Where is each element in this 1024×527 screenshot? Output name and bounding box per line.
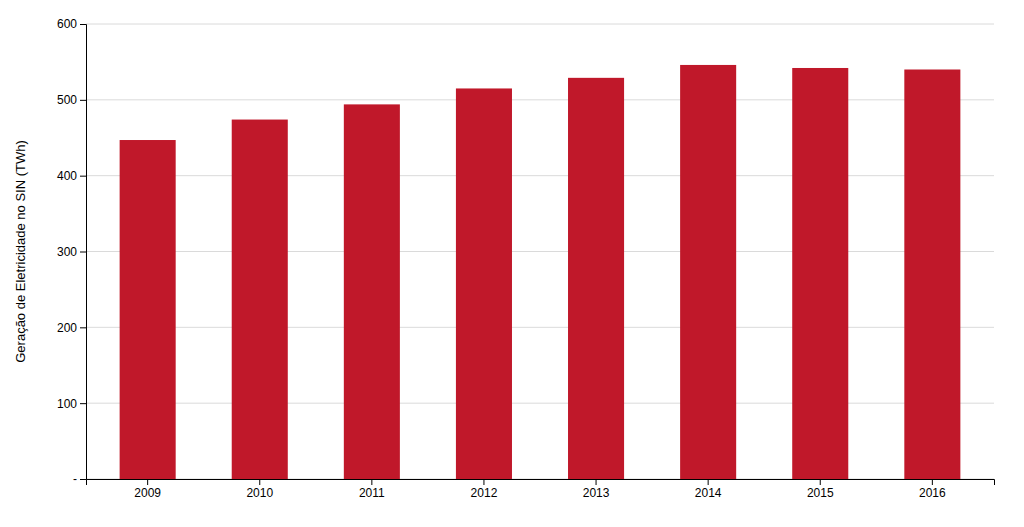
x-tick-mark [147, 479, 148, 485]
y-axis: - 100 200 300 400 500 600 [57, 17, 87, 486]
grid [86, 24, 994, 479]
x-tick: 2009 [134, 479, 161, 500]
bar [120, 140, 176, 479]
grid-line [86, 327, 994, 328]
grid-line [86, 403, 994, 404]
y-axis-title: Geração de Eletricidade no SIN (TWh) [13, 140, 28, 363]
y-tick-label: 400 [57, 169, 77, 183]
y-tick-mark [80, 252, 86, 253]
y-tick-mark [80, 100, 86, 101]
y-tick-label: 500 [57, 93, 77, 107]
x-tick: 2016 [919, 479, 946, 500]
x-tick: 2013 [583, 479, 610, 500]
bar [904, 70, 960, 480]
y-tick: 300 [57, 245, 86, 259]
y-tick-label: 100 [57, 397, 77, 411]
y-tick-mark [80, 403, 86, 404]
x-tick: 2011 [359, 479, 385, 500]
x-tick-label: 2013 [583, 486, 610, 500]
y-tick-label: 200 [57, 321, 77, 335]
x-tick-label: 2011 [359, 486, 385, 500]
x-axis: 2009 2010 2011 2012 2013 2014 2015 2016 [87, 479, 995, 500]
x-tick-label: 2012 [471, 486, 498, 500]
grid-line [86, 24, 994, 25]
bar [568, 78, 624, 479]
x-tick-mark [820, 479, 821, 485]
y-tick-mark [80, 176, 86, 177]
y-tick-label: 300 [57, 245, 77, 259]
bars [120, 65, 961, 479]
x-tick-label: 2016 [919, 486, 946, 500]
x-tick-mark [596, 479, 597, 485]
y-tick-mark [80, 479, 86, 480]
x-tick: 2015 [807, 479, 834, 500]
x-axis-line [87, 480, 995, 486]
x-tick: 2012 [471, 479, 498, 500]
y-tick-mark [80, 327, 86, 328]
x-tick: 2014 [695, 479, 722, 500]
grid-line [86, 251, 994, 252]
x-tick-label: 2010 [246, 486, 273, 500]
y-tick: 500 [57, 93, 86, 107]
x-tick-label: 2009 [134, 486, 161, 500]
y-axis-line [80, 25, 87, 480]
grid-line [86, 99, 994, 100]
bar [680, 65, 736, 479]
y-tick-label: 600 [57, 17, 77, 31]
x-tick-label: 2015 [807, 486, 834, 500]
x-tick-mark [483, 479, 484, 485]
y-tick-mark [80, 24, 86, 25]
x-tick-mark [371, 479, 372, 485]
bar [232, 120, 288, 479]
x-tick-mark [259, 479, 260, 485]
y-tick: 100 [57, 397, 86, 411]
y-tick: - [73, 472, 86, 486]
bar [792, 68, 848, 479]
x-tick-mark [932, 479, 933, 485]
y-tick-label: - [73, 472, 77, 486]
plot-area: -100200300400500600200920102011201220132… [57, 17, 995, 499]
y-tick: 200 [57, 321, 86, 335]
grid-line [86, 175, 994, 176]
bar [456, 88, 512, 479]
x-tick-label: 2014 [695, 486, 722, 500]
x-tick-mark [708, 479, 709, 485]
y-tick: 400 [57, 169, 86, 183]
y-tick: 600 [57, 17, 86, 31]
chart-container: -100200300400500600200920102011201220132… [0, 0, 1024, 527]
bar [344, 104, 400, 479]
x-tick: 2010 [246, 479, 273, 500]
chart-svg: -100200300400500600200920102011201220132… [0, 0, 1024, 527]
